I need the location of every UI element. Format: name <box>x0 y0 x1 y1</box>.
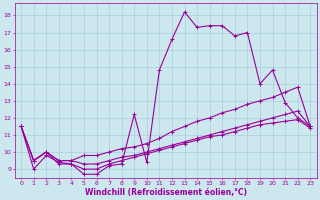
X-axis label: Windchill (Refroidissement éolien,°C): Windchill (Refroidissement éolien,°C) <box>85 188 247 197</box>
